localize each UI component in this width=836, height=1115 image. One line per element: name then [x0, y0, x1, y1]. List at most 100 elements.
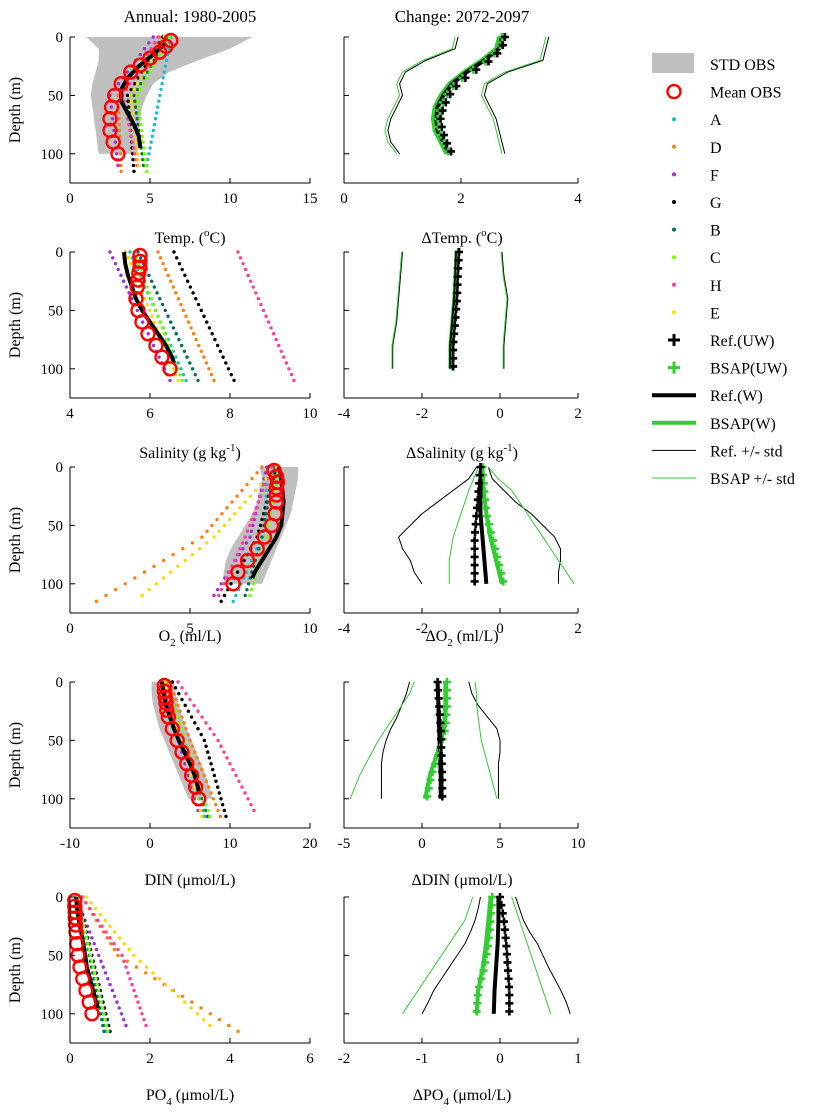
model-A-point: [202, 814, 207, 819]
bsap-std-lo-line: [448, 466, 480, 584]
model-C-point: [157, 52, 162, 57]
model-B-point: [174, 332, 178, 336]
model-F-point: [252, 517, 256, 522]
ref-w-line: [122, 251, 176, 364]
model-D-point: [134, 965, 139, 969]
model-F-point: [135, 308, 139, 313]
y-tick-label: 100: [41, 1007, 64, 1023]
model-G-point: [221, 355, 225, 359]
model-D-point: [101, 930, 106, 934]
x-tick-label: -2: [338, 1051, 351, 1067]
model-C-point: [141, 140, 145, 144]
model-H-point: [237, 779, 241, 783]
legend-label: BSAP(W): [710, 416, 776, 433]
cross-marker: [452, 82, 461, 91]
mean-obs-markers: [128, 247, 178, 377]
model-G-point: [224, 361, 228, 365]
model-C-point: [137, 111, 142, 115]
model-D-point: [190, 1000, 194, 1004]
model-C-point: [147, 291, 151, 295]
model-E-point: [137, 163, 141, 168]
cross-marker: [473, 503, 482, 512]
cross-marker: [453, 272, 462, 281]
model-G-point: [210, 332, 214, 336]
model-E-point: [135, 146, 139, 150]
model-D-point: [195, 756, 199, 760]
bsap-std-hi-line: [487, 466, 575, 585]
x-tick-label: 0: [418, 836, 426, 852]
model-H-point: [130, 982, 134, 987]
model-D-point: [202, 773, 206, 778]
legend-label: E: [710, 305, 720, 322]
y-tick-label: 0: [56, 890, 64, 906]
model-A-point: [231, 599, 235, 604]
cross-marker: [436, 114, 445, 123]
cross-marker: [439, 131, 448, 140]
cross-marker: [437, 122, 446, 131]
model-D-point: [174, 291, 178, 295]
model-C-point: [99, 1000, 104, 1004]
model-E-point: [248, 494, 253, 498]
model-A-point: [181, 372, 186, 377]
obs-circle: [67, 917, 84, 933]
cross-marker: [471, 528, 480, 537]
model-F-point: [119, 273, 123, 278]
model-F-point: [116, 163, 120, 168]
legend-item-G: G: [672, 195, 722, 212]
model-E-point: [131, 111, 135, 115]
model-C-point: [154, 308, 158, 313]
model-D-point: [152, 564, 156, 568]
model-C-point: [206, 808, 210, 813]
model-D-point: [204, 361, 209, 365]
model-B-point: [256, 547, 261, 551]
model-F-point: [113, 261, 118, 266]
cross-marker: [455, 248, 464, 256]
model-F-point: [248, 535, 252, 539]
y-tick-label: 0: [56, 460, 64, 476]
cross-marker: [451, 313, 460, 322]
obs-circle: [84, 1006, 100, 1022]
cross-marker: [489, 536, 498, 545]
model-E-point: [157, 977, 162, 981]
model-F-point: [116, 82, 121, 86]
model-H-point: [261, 488, 265, 493]
model-E-point: [145, 302, 149, 307]
x-tick-label: 0: [496, 1051, 504, 1067]
cross-marker: [483, 942, 492, 951]
cross-marker: [428, 767, 437, 776]
legend-label: A: [710, 112, 722, 129]
legend-swatch: [672, 227, 676, 232]
ref-uw-markers: [436, 33, 509, 156]
model-F-point: [119, 1012, 124, 1016]
model-E-point: [126, 256, 131, 260]
model-B-point: [133, 105, 138, 109]
model-F-point: [116, 267, 120, 272]
model-H-profile: [236, 250, 296, 383]
model-H-point: [126, 971, 130, 975]
model-E-point: [134, 140, 138, 144]
model-E-point: [201, 1017, 206, 1022]
model-H-point: [217, 593, 221, 598]
cross-marker: [434, 686, 443, 695]
model-C-point: [91, 965, 95, 969]
cross-marker: [479, 966, 488, 975]
model-B-point: [135, 87, 140, 92]
model-C-point: [160, 326, 165, 330]
panel-p12: 0 2 4: [340, 33, 582, 207]
cross-marker: [426, 776, 435, 785]
y-axis-label: Depth (m): [7, 722, 24, 788]
model-C-point: [140, 134, 145, 138]
model-B-point: [142, 76, 146, 80]
legend-label: BSAP +/- std: [710, 471, 795, 488]
obs-circle: [159, 702, 175, 718]
model-A-point: [152, 122, 157, 127]
model-B-point: [145, 70, 150, 74]
model-C-point: [88, 953, 93, 958]
model-A-point: [147, 152, 151, 156]
model-F-point: [110, 988, 115, 993]
x-tick-label: 0: [146, 836, 154, 852]
model-F-point: [151, 343, 156, 348]
model-D-point: [205, 529, 209, 533]
model-D-point: [117, 122, 121, 127]
model-H-point: [176, 680, 180, 684]
